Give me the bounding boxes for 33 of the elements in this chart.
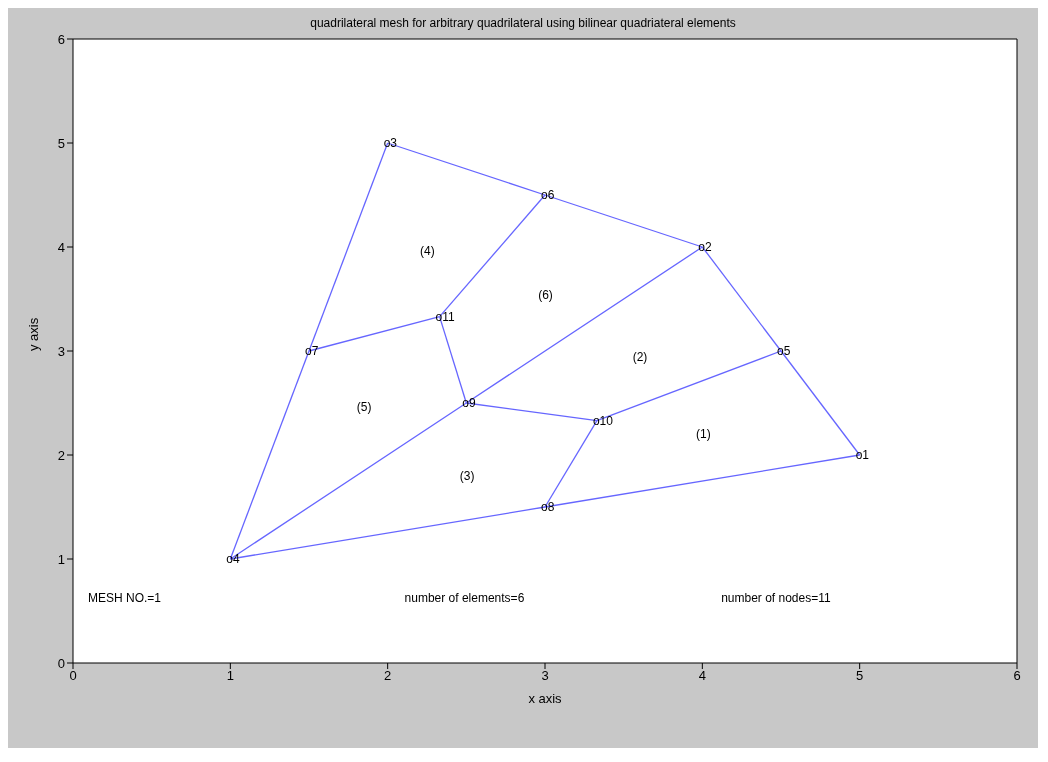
x-tick-label: 4: [698, 668, 706, 684]
annotation: o1: [855, 448, 870, 462]
annotation: (3): [459, 468, 475, 483]
y-tick-label: 6: [57, 31, 65, 47]
x-tick-label: 6: [1013, 668, 1021, 684]
x-tick-label: 5: [856, 668, 864, 684]
annotation: (6): [538, 287, 553, 302]
annotation: (2): [632, 350, 648, 365]
y-tick-label: 1: [57, 551, 65, 567]
chart-title: quadrilateral mesh for arbitrary quadrilateral using bilinear quadriateral elements: [309, 16, 737, 30]
annotation: (4): [420, 244, 435, 259]
annotation: o11: [435, 309, 456, 324]
x-tick-label: 3: [541, 668, 549, 684]
x-axis-title: x axis: [528, 691, 563, 706]
annotation: o2: [698, 240, 713, 254]
y-tick-label: 5: [57, 135, 65, 151]
annotation: (1): [695, 426, 711, 441]
y-tick-label: 0: [57, 655, 65, 671]
annotation: o4: [226, 552, 241, 566]
annotation: number of elements=6: [404, 591, 525, 605]
y-tick-label: 2: [57, 447, 65, 463]
y-tick-label: 4: [57, 239, 65, 255]
y-tick-label: 3: [57, 343, 65, 359]
x-tick-label: 1: [226, 668, 234, 684]
x-tick-label: 2: [384, 668, 392, 684]
annotation: MESH NO.=1: [88, 591, 162, 605]
x-tick-label: 0: [69, 668, 77, 684]
y-axis-title: y axis: [25, 317, 41, 351]
annotation: (5): [356, 400, 372, 415]
annotation: o5: [777, 344, 791, 358]
annotation: number of nodes=11: [721, 591, 831, 605]
annotation: o6: [541, 188, 555, 202]
annotation: o3: [383, 136, 398, 150]
